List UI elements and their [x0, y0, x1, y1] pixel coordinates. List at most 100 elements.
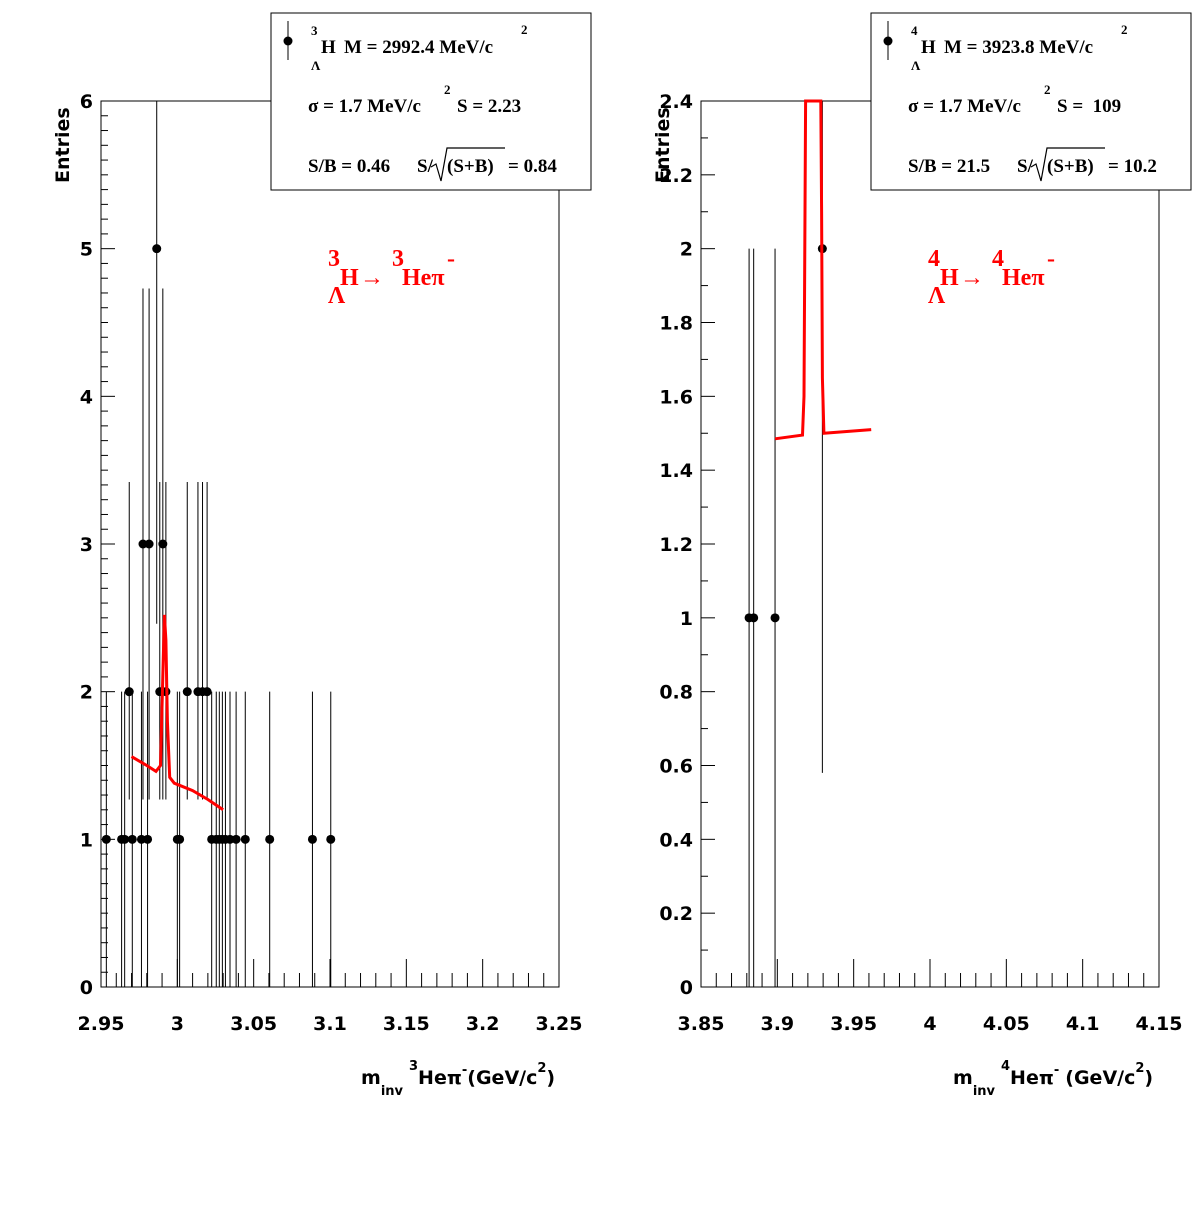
x-axis-title: minv3Heπ-(GeV/c2) [361, 1059, 555, 1099]
data-point [144, 539, 154, 549]
tick-labels: 3.85 3.9 3.95 4 4.05 4.1 4.15 0 0.2 0.4 0.6 0.8 1 1.2… [659, 91, 1182, 1035]
reaction-label: 4 H Λ → 4 Heπ - [928, 246, 1055, 309]
legend-marker-dot [883, 36, 893, 46]
y-tick-label: 1.4 [659, 460, 693, 482]
axis-ticks [100, 100, 560, 988]
data-points [101, 101, 336, 987]
data-point [127, 834, 137, 844]
stats-mass-unit-power: 2 [521, 22, 528, 37]
data-point [182, 687, 192, 697]
reaction-label: 3 H Λ → 3 Heπ - [328, 246, 455, 309]
left-panel-h3l: 2.95 3 3.05 3.1 3.15 3.2 3.25 0 1 2 3 4 5 6 Entries m… [52, 12, 592, 1099]
reaction-lambda: Λ [328, 283, 346, 309]
y-tick-label: 0.2 [659, 903, 693, 925]
stats-box: 4 H Λ M = 3923.8 MeV/c 2 σ = 1.7 MeV/c 2… [870, 12, 1192, 191]
data-point [101, 834, 111, 844]
stats-mass-number: 4 [911, 23, 918, 38]
x-tick-label: 4 [923, 1013, 936, 1035]
data-point [240, 834, 250, 844]
y-tick-label: 0.6 [659, 756, 693, 778]
reaction-mass-number: 4 [928, 246, 940, 272]
x-tick-label: 4.15 [1136, 1013, 1183, 1035]
reaction-charge: - [447, 246, 455, 272]
x-tick-label: 3.15 [383, 1013, 430, 1035]
stats-signal: S = 2.23 [457, 96, 521, 117]
stats-mass-number: 3 [311, 23, 318, 38]
legend-marker-dot [283, 36, 293, 46]
x-tick-label: 3.05 [230, 1013, 277, 1035]
data-point [143, 834, 153, 844]
stats-sigma: σ = 1.7 MeV/c [308, 96, 421, 117]
y-tick-label: 2.2 [659, 165, 693, 187]
fit-curve [774, 99, 872, 441]
stats-significance-argument: (S+B) [1047, 156, 1094, 177]
data-point [307, 834, 317, 844]
reaction-daughter-mass: 3 [392, 246, 404, 272]
fit-curve [130, 614, 224, 812]
data-point [202, 687, 212, 697]
y-tick-label: 1.8 [659, 313, 693, 335]
stats-significance-value: = 10.2 [1108, 156, 1157, 177]
y-tick-label: 3 [80, 534, 93, 556]
x-tick-label: 3.85 [678, 1013, 725, 1035]
data-point [152, 244, 162, 254]
y-tick-label: 1 [680, 608, 693, 630]
x-tick-label: 3.9 [760, 1013, 794, 1035]
reaction-arrow: → [960, 265, 984, 291]
stats-nucleus: H [321, 37, 336, 58]
sqrt-sign [430, 147, 505, 182]
data-point [749, 613, 759, 623]
y-tick-label: 1.6 [659, 386, 693, 408]
plot-frame [700, 100, 1160, 988]
right-panel-h4l: 3.85 3.9 3.95 4 4.05 4.1 4.15 0 0.2 0.4 0.6 0.8 1 1.2… [652, 12, 1192, 1099]
y-tick-label: 1.2 [659, 534, 693, 556]
stats-box: 3 H Λ M = 2992.4 MeV/c 2 σ = 1.7 MeV/c 2… [270, 12, 592, 191]
reaction-parent: H [340, 265, 359, 291]
stats-significance-value: = 0.84 [508, 156, 557, 177]
data-points [744, 101, 827, 987]
y-tick-label: 0.4 [659, 829, 693, 851]
x-tick-label: 3 [171, 1013, 184, 1035]
y-axis-title: Entries [52, 107, 74, 183]
y-tick-label: 5 [80, 239, 93, 261]
reaction-mass-number: 3 [328, 246, 340, 272]
x-tick-label: 3.2 [466, 1013, 500, 1035]
x-tick-label: 2.95 [78, 1013, 125, 1035]
stats-signal: S = 109 [1057, 96, 1121, 117]
stats-nucleus: H [921, 37, 936, 58]
stats-mass: M = 3923.8 MeV/c [944, 37, 1093, 58]
data-point [231, 834, 241, 844]
stats-significance-prefix: S/ [417, 156, 434, 177]
reaction-parent: H [940, 265, 959, 291]
stats-s-over-b: S/B = 21.5 [908, 156, 990, 177]
stats-sigma-unit-power: 2 [444, 82, 451, 97]
reaction-daughter: Heπ [402, 265, 444, 291]
stats-lambda: Λ [311, 58, 321, 73]
y-tick-label: 0.8 [659, 682, 693, 704]
stats-significance-prefix: S/ [1017, 156, 1034, 177]
axis-ticks [700, 100, 1160, 988]
x-tick-label: 3.1 [313, 1013, 347, 1035]
x-tick-label: 3.95 [830, 1013, 877, 1035]
y-axis-title: Entries [652, 107, 674, 183]
plot-frame [100, 100, 560, 988]
y-tick-label: 4 [80, 386, 93, 408]
stats-box-frame [870, 12, 1192, 191]
data-point [265, 834, 275, 844]
data-point [175, 834, 185, 844]
data-point [158, 539, 168, 549]
stats-significance-argument: (S+B) [447, 156, 494, 177]
y-tick-label: 0 [680, 977, 693, 999]
data-point [770, 613, 780, 623]
x-axis-title: minv4Heπ- (GeV/c2) [953, 1059, 1153, 1099]
y-tick-label: 1 [80, 829, 93, 851]
y-tick-label: 0 [80, 977, 93, 999]
stats-s-over-b: S/B = 0.46 [308, 156, 390, 177]
y-tick-label: 2 [680, 239, 693, 261]
tick-labels: 2.95 3 3.05 3.1 3.15 3.2 3.25 0 1 2 3 4 5 6 [78, 91, 583, 1035]
reaction-lambda: Λ [928, 283, 946, 309]
reaction-arrow: → [360, 265, 384, 291]
x-tick-label: 4.05 [983, 1013, 1030, 1035]
sqrt-sign [1030, 147, 1105, 182]
